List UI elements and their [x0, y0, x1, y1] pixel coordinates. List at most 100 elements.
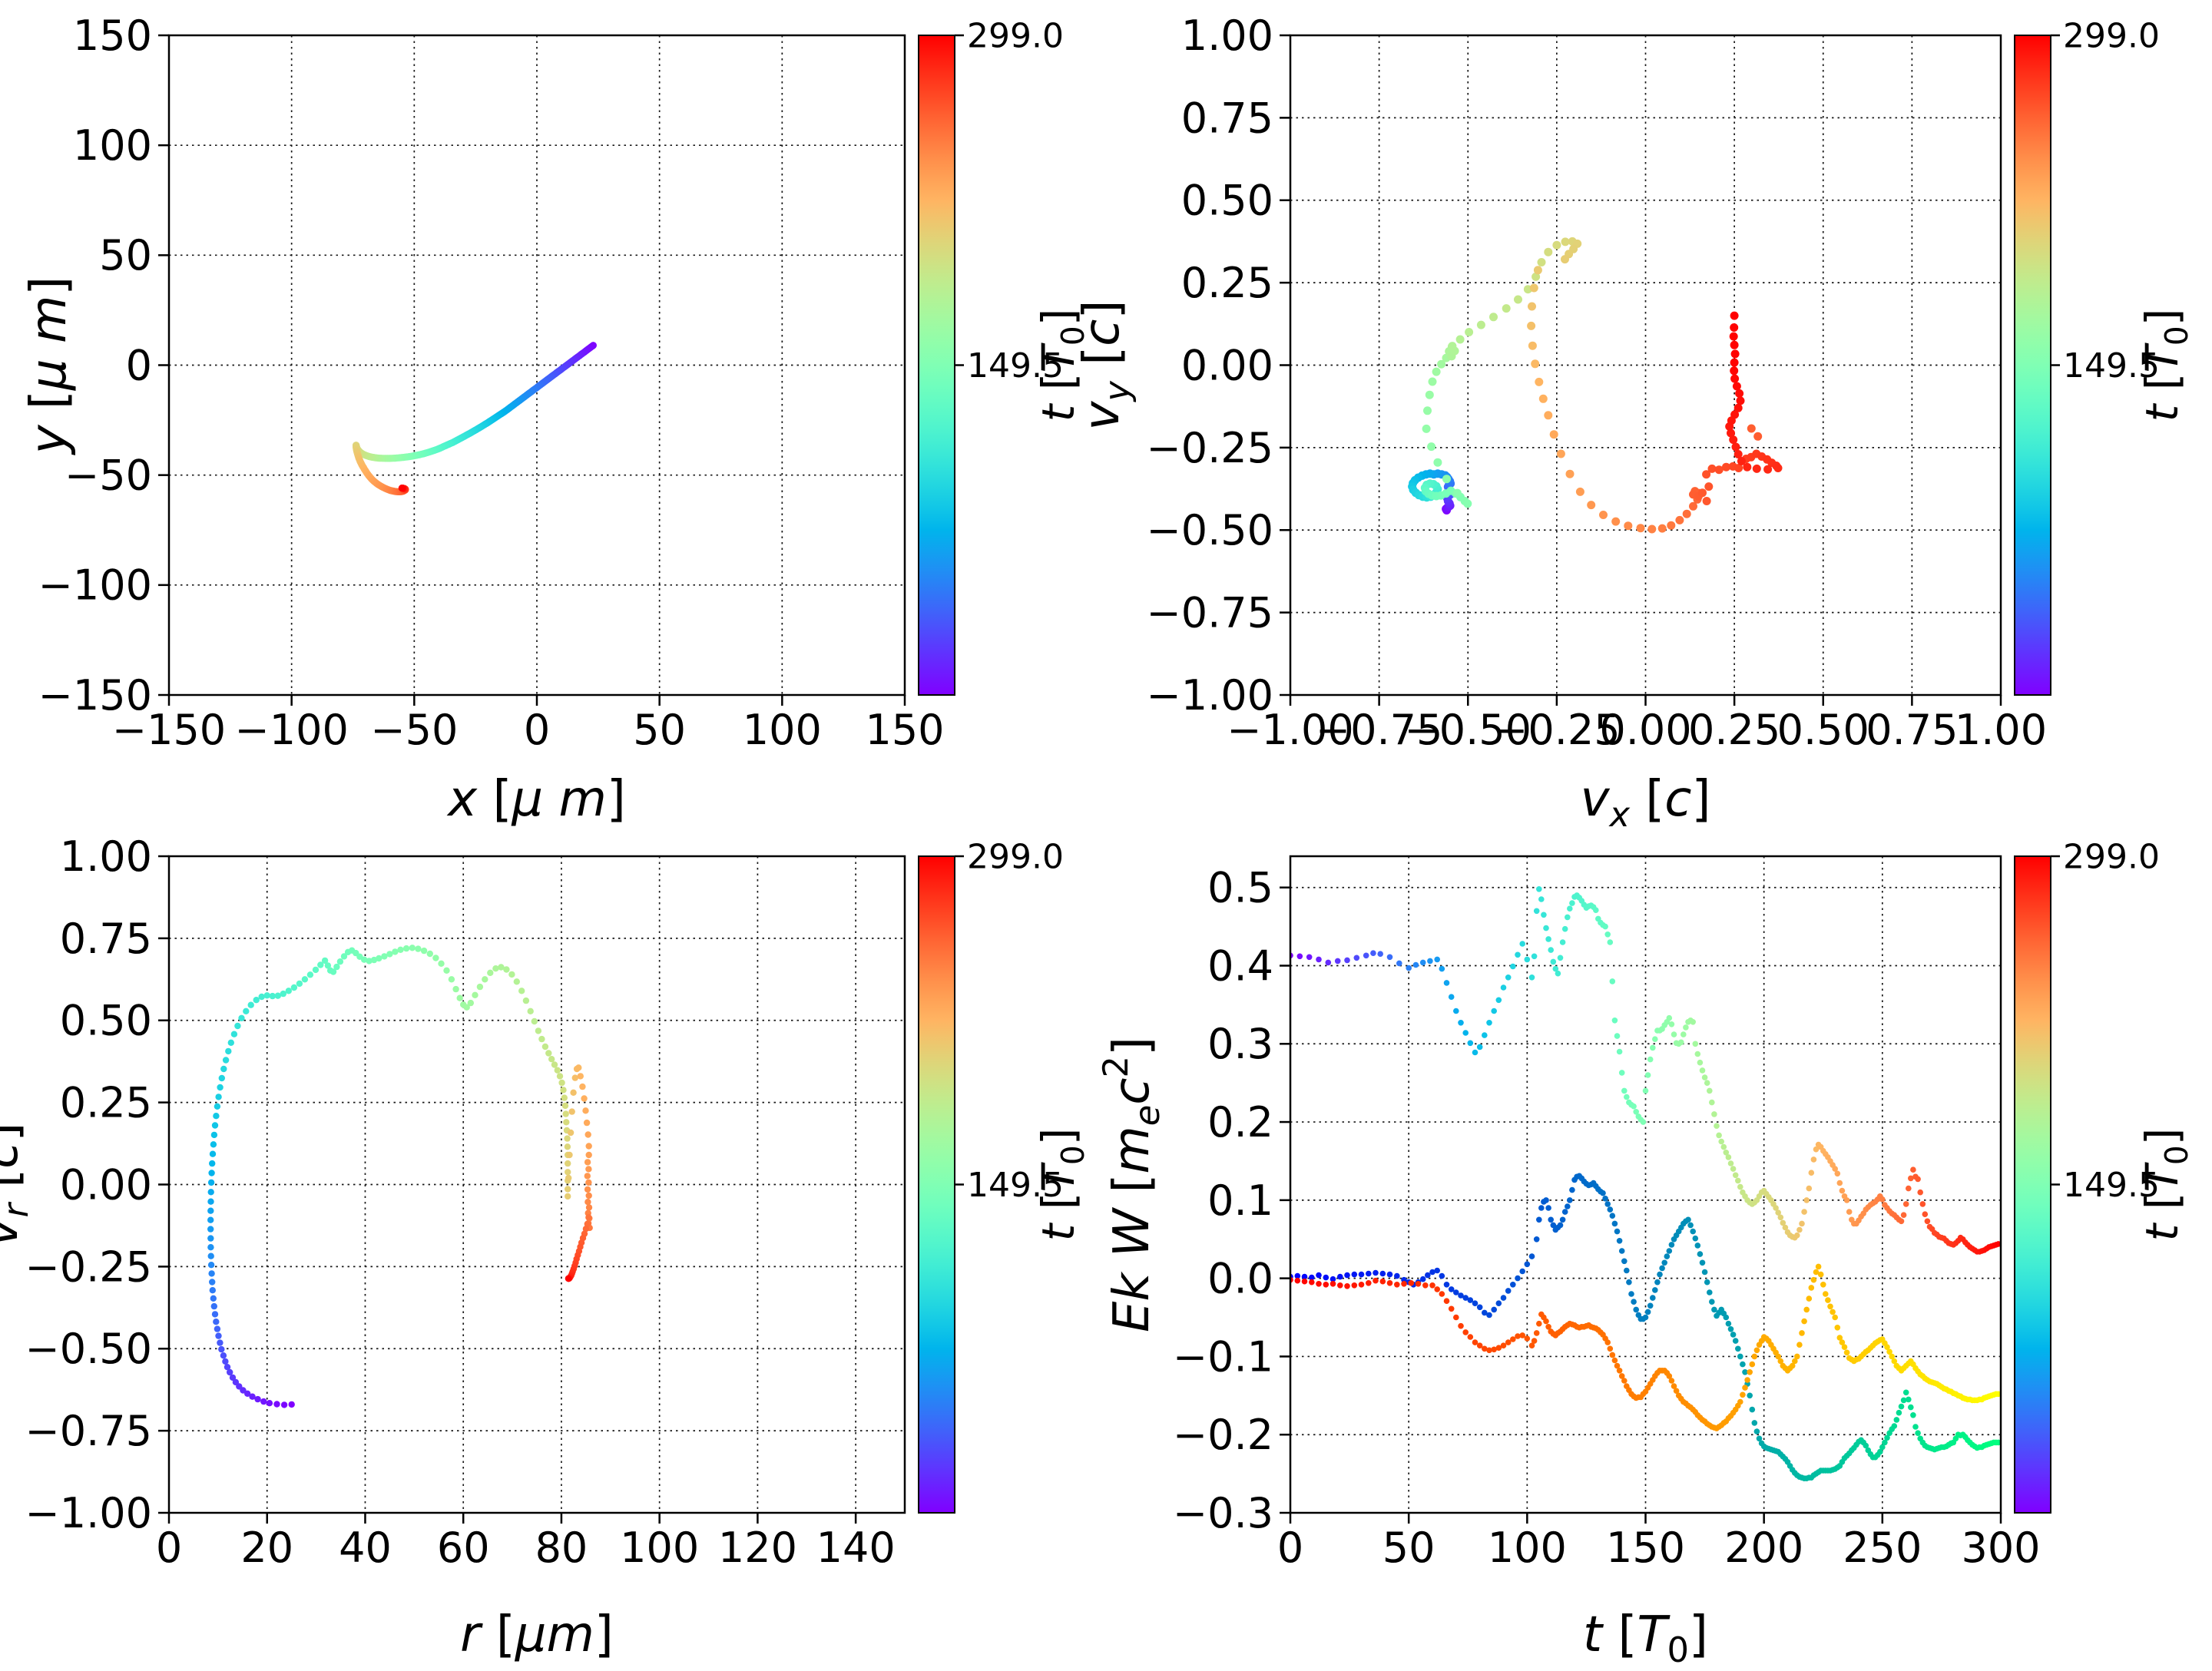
data-point [1569, 900, 1575, 906]
data-point [1600, 1190, 1606, 1196]
data-point [1528, 302, 1536, 311]
data-point [1401, 1281, 1407, 1287]
colorbar-label: t [T0] [1032, 1128, 1091, 1242]
gridlines [168, 35, 906, 696]
x-tick-label: 60 [437, 1524, 490, 1572]
data-point [1294, 1272, 1301, 1279]
data-point [1467, 1297, 1474, 1303]
data-point [1618, 1070, 1625, 1076]
data-point [1737, 1353, 1743, 1360]
data-point [1561, 255, 1569, 264]
data-point [1370, 950, 1376, 956]
x-tick-label: 50 [1382, 1524, 1435, 1572]
data-point [1673, 1388, 1680, 1394]
data-point [1486, 1312, 1492, 1319]
data-point [1528, 1342, 1535, 1348]
y-tick-label: 0.75 [1181, 94, 1273, 142]
data-point [558, 1079, 565, 1087]
data-point [306, 971, 314, 978]
data-point [222, 1358, 229, 1365]
data-point [1618, 1248, 1625, 1254]
data-point [1491, 1008, 1497, 1014]
data-point [585, 1192, 592, 1199]
data-point [1533, 1330, 1540, 1336]
x-tick-label: −0.75 [1316, 706, 1443, 754]
data-point [1801, 1318, 1807, 1325]
colorbar-tick-label: 149.5 [2063, 346, 2160, 385]
data-point [1453, 1289, 1459, 1295]
data-point [1675, 515, 1684, 524]
data-point [1898, 1218, 1905, 1225]
data-point [1434, 1286, 1440, 1292]
data-point [210, 1131, 218, 1139]
data-point [1519, 1268, 1525, 1275]
data-point [1642, 1087, 1649, 1094]
data-point [1714, 465, 1724, 475]
data-point [1753, 432, 1763, 441]
data-point [1910, 1166, 1916, 1173]
y-tick-label: −50 [65, 452, 152, 500]
data-point [1428, 377, 1437, 386]
data-point [1730, 349, 1740, 359]
x-axis-label: r [μm] [460, 1606, 614, 1663]
data-point [211, 1311, 219, 1318]
data-point [1730, 1166, 1737, 1172]
data-point [1689, 501, 1697, 511]
tick-marks [158, 34, 906, 706]
data-point [1386, 1280, 1393, 1286]
data-point [1495, 997, 1502, 1004]
y-tick-label: 0.00 [1181, 341, 1273, 389]
data-point [1462, 1295, 1469, 1301]
data-point [209, 1279, 216, 1286]
data-point [538, 1035, 545, 1043]
data-point [1702, 470, 1711, 479]
data-point [565, 1160, 571, 1167]
data-point [1900, 1397, 1907, 1404]
data-point [1692, 1235, 1699, 1242]
data-point [217, 1339, 224, 1346]
x-tick-label: −0.25 [1493, 706, 1621, 754]
data-point [207, 1216, 214, 1223]
data-point [1529, 283, 1538, 293]
y-tick-label: 0.1 [1207, 1176, 1273, 1225]
data-point [1704, 482, 1714, 491]
colorbar-tick-label: 299.0 [2063, 837, 2160, 876]
tick-marks [1280, 886, 2002, 1524]
data-point [1879, 1444, 1886, 1451]
data-point [1527, 321, 1536, 330]
data-point [1337, 1282, 1343, 1289]
data-point [247, 1001, 254, 1008]
data-point [476, 983, 484, 991]
data-point [1316, 1272, 1322, 1279]
data-point [290, 984, 298, 991]
data-point [1316, 1281, 1322, 1287]
data-point [296, 980, 303, 988]
data-point [1789, 1362, 1796, 1369]
data-point [1735, 1345, 1741, 1352]
data-point [1514, 295, 1522, 304]
data-point [1906, 1185, 1912, 1192]
data-point [581, 1095, 588, 1102]
data-point [1515, 1275, 1521, 1282]
data-point [1727, 1160, 1734, 1166]
data-point [1434, 1267, 1440, 1274]
data-layer [207, 945, 593, 1408]
data-point [1427, 958, 1433, 965]
data-point [1515, 1333, 1521, 1339]
data-point [1718, 1138, 1724, 1145]
data-point [1472, 1339, 1479, 1345]
data-point [1817, 1271, 1824, 1278]
x-tick-label: 0.75 [1866, 706, 1958, 754]
colorbar: 299.0 149.5t [T0] [2014, 837, 2195, 1514]
x-axis-label: vx [c] [1581, 771, 1711, 835]
data-point [1533, 266, 1542, 275]
data-point [1735, 1177, 1741, 1184]
data-point [1747, 1369, 1753, 1375]
data-point [1834, 1325, 1841, 1331]
data-point [1462, 1030, 1469, 1036]
y-tick-label: 0.50 [60, 997, 152, 1045]
data-point [482, 976, 488, 983]
data-point [1621, 1087, 1628, 1094]
x-tick-label: 140 [816, 1524, 896, 1572]
data-point [1825, 1297, 1831, 1303]
